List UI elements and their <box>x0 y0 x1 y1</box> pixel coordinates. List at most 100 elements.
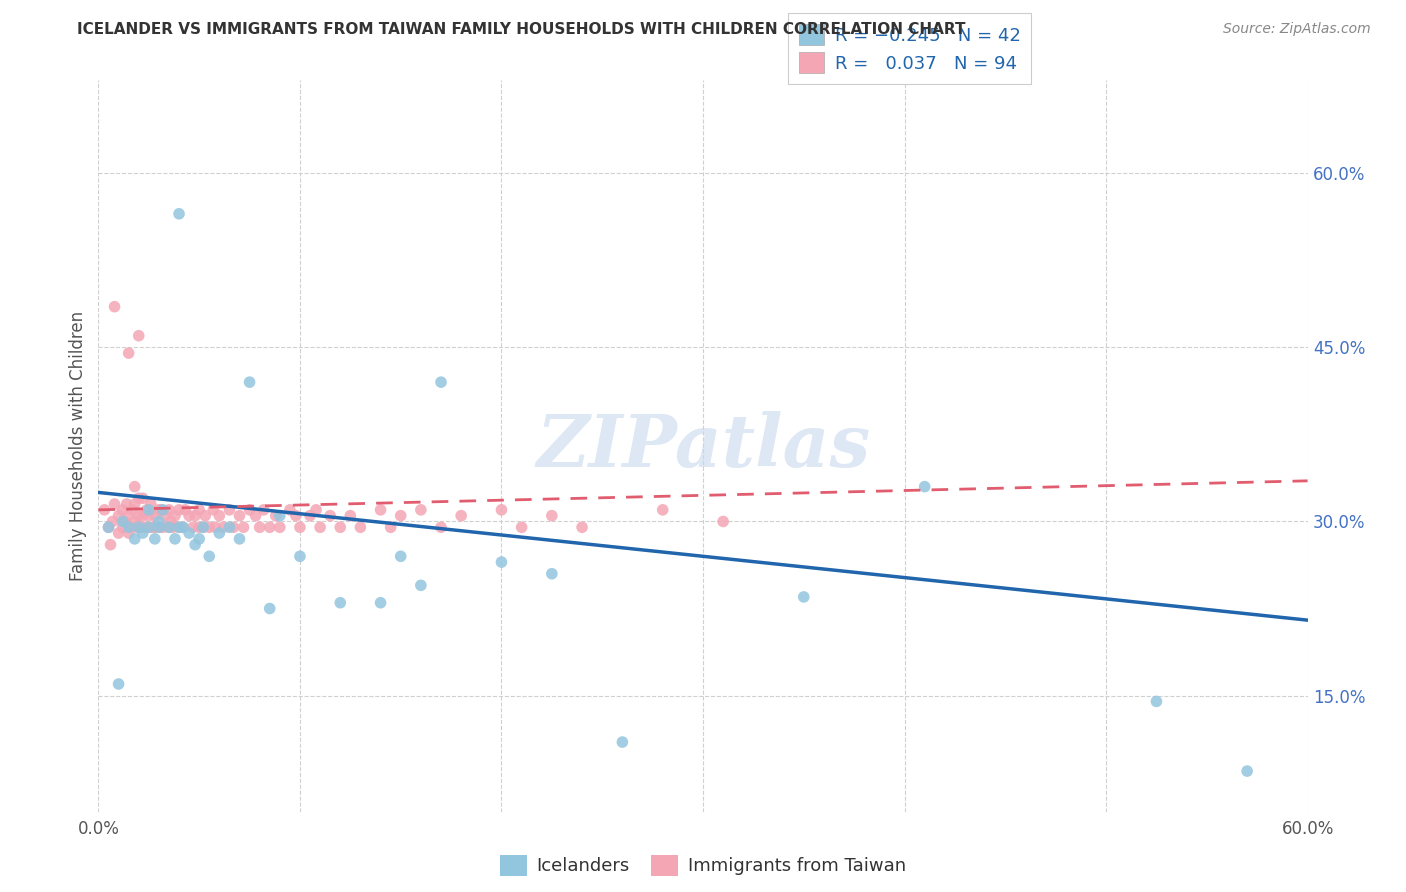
Point <box>198 520 221 534</box>
Point <box>409 503 432 517</box>
Point <box>430 375 453 389</box>
Point <box>162 520 184 534</box>
Point <box>409 578 432 592</box>
Point <box>491 555 513 569</box>
Point <box>540 508 562 523</box>
Point <box>138 520 160 534</box>
Point <box>163 532 186 546</box>
Point <box>118 508 141 523</box>
Point <box>103 300 125 314</box>
Point <box>149 503 172 517</box>
Point <box>179 508 201 523</box>
Point <box>107 677 129 691</box>
Point <box>329 596 352 610</box>
Point <box>319 508 342 523</box>
Point <box>120 520 142 534</box>
Point <box>571 520 593 534</box>
Point <box>107 526 129 541</box>
Point <box>172 520 194 534</box>
Point <box>380 520 402 534</box>
Point <box>305 503 328 517</box>
Point <box>167 520 190 534</box>
Point <box>245 508 267 523</box>
Point <box>118 520 141 534</box>
Text: Source: ZipAtlas.com: Source: ZipAtlas.com <box>1223 22 1371 37</box>
Point <box>228 532 250 546</box>
Point <box>202 503 225 517</box>
Point <box>142 520 165 534</box>
Point <box>491 503 513 517</box>
Point <box>193 520 215 534</box>
Point <box>167 207 190 221</box>
Legend: Icelanders, Immigrants from Taiwan: Icelanders, Immigrants from Taiwan <box>494 847 912 883</box>
Point <box>93 503 115 517</box>
Point <box>339 508 361 523</box>
Point <box>188 503 211 517</box>
Point <box>450 508 472 523</box>
Point <box>194 508 217 523</box>
Point <box>239 503 262 517</box>
Point <box>128 508 150 523</box>
Point <box>97 520 120 534</box>
Point <box>132 491 155 506</box>
Point <box>163 508 186 523</box>
Point <box>188 520 211 534</box>
Point <box>101 515 124 529</box>
Point <box>111 515 134 529</box>
Point <box>111 520 134 534</box>
Point <box>138 520 160 534</box>
Point <box>1146 694 1168 708</box>
Point <box>139 497 162 511</box>
Point <box>232 520 254 534</box>
Point <box>174 503 197 517</box>
Y-axis label: Family Households with Children: Family Households with Children <box>69 311 87 581</box>
Point <box>132 508 155 523</box>
Point <box>135 503 157 517</box>
Point <box>100 538 122 552</box>
Point <box>259 520 281 534</box>
Text: ZIPatlas: ZIPatlas <box>536 410 870 482</box>
Point <box>309 520 332 534</box>
Point <box>329 520 352 534</box>
Point <box>540 566 562 581</box>
Point <box>239 375 262 389</box>
Point <box>124 532 146 546</box>
Point <box>114 515 136 529</box>
Point <box>107 508 129 523</box>
Point <box>148 520 170 534</box>
Point <box>349 520 371 534</box>
Point <box>612 735 634 749</box>
Point <box>148 515 170 529</box>
Point <box>651 503 673 517</box>
Point <box>128 520 150 534</box>
Point <box>148 520 170 534</box>
Point <box>1236 764 1258 778</box>
Point <box>288 520 311 534</box>
Point <box>264 508 287 523</box>
Point <box>249 520 271 534</box>
Point <box>208 526 231 541</box>
Point <box>208 508 231 523</box>
Point <box>124 497 146 511</box>
Point <box>793 590 815 604</box>
Point <box>167 520 190 534</box>
Point <box>389 549 412 564</box>
Point <box>103 497 125 511</box>
Point <box>228 508 250 523</box>
Point <box>97 520 120 534</box>
Point <box>115 497 138 511</box>
Point <box>218 503 240 517</box>
Point <box>198 549 221 564</box>
Point <box>284 508 307 523</box>
Point <box>128 491 150 506</box>
Point <box>218 520 240 534</box>
Point <box>124 480 146 494</box>
Point <box>269 508 291 523</box>
Point <box>124 515 146 529</box>
Point <box>125 520 148 534</box>
Point <box>153 508 176 523</box>
Point <box>269 520 291 534</box>
Point <box>299 508 322 523</box>
Point <box>184 508 207 523</box>
Point <box>121 503 143 517</box>
